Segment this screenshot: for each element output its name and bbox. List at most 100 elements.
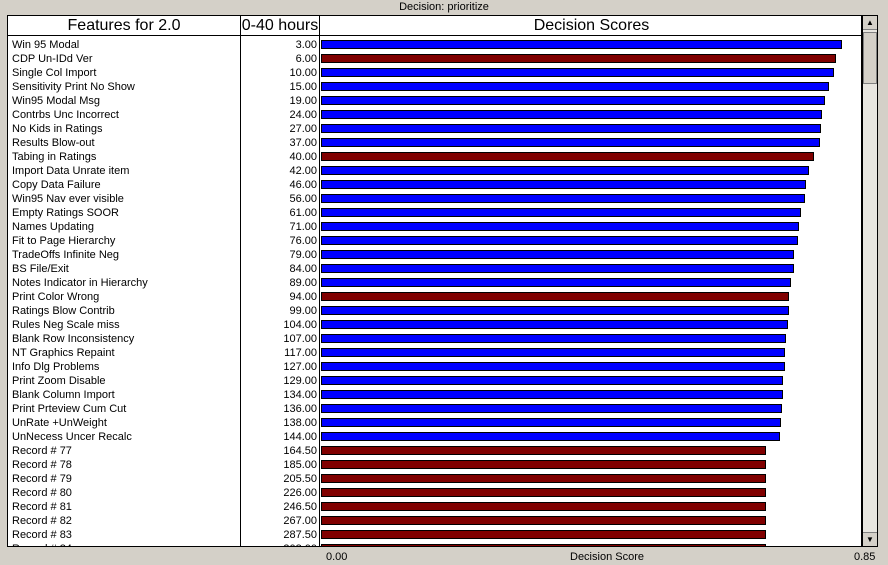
table-row[interactable]: Empty Ratings SOOR 61.00 bbox=[8, 206, 861, 220]
table-row[interactable]: No Kids in Ratings 27.00 bbox=[8, 122, 861, 136]
vertical-scrollbar[interactable]: ▲ ▼ bbox=[862, 15, 878, 547]
window-title: Decision: prioritize bbox=[399, 1, 489, 13]
table-row[interactable]: Info Dlg Problems 127.00 bbox=[8, 360, 861, 374]
table-row[interactable]: Record # 80 226.00 bbox=[8, 486, 861, 500]
table-row[interactable]: Record # 83 287.50 bbox=[8, 528, 861, 542]
table-row[interactable]: Print Prteview Cum Cut 136.00 bbox=[8, 402, 861, 416]
hours-value: 164.50 bbox=[283, 445, 317, 457]
score-bar bbox=[321, 152, 814, 161]
feature-name: Names Updating bbox=[12, 221, 94, 233]
table-row[interactable]: Print Color Wrong 94.00 bbox=[8, 290, 861, 304]
table-row[interactable]: Import Data Unrate item 42.00 bbox=[8, 164, 861, 178]
feature-name: Results Blow-out bbox=[12, 137, 95, 149]
table-row[interactable]: Copy Data Failure 46.00 bbox=[8, 178, 861, 192]
table-row[interactable]: Win95 Modal Msg 19.00 bbox=[8, 94, 861, 108]
x-tick-label-min: 0.00 bbox=[326, 551, 348, 563]
hours-column-header[interactable]: 0-40 hours bbox=[241, 16, 319, 36]
score-bar bbox=[321, 264, 794, 273]
table-row[interactable]: Results Blow-out 37.00 bbox=[8, 136, 861, 150]
decision-table: Features for 2.0 0-40 hours Decision Sco… bbox=[7, 15, 862, 547]
hours-value: 61.00 bbox=[289, 207, 317, 219]
score-bar bbox=[321, 208, 801, 217]
table-row[interactable]: Record # 82 267.00 bbox=[8, 514, 861, 528]
feature-name: Record # 78 bbox=[12, 459, 72, 471]
feature-name: No Kids in Ratings bbox=[12, 123, 103, 135]
feature-name: CDP Un-IDd Ver bbox=[12, 53, 93, 65]
hours-value: 99.00 bbox=[289, 305, 317, 317]
hours-value: 15.00 bbox=[289, 81, 317, 93]
table-row[interactable]: TradeOffs Infinite Neg 79.00 bbox=[8, 248, 861, 262]
table-row[interactable]: Fit to Page Hierarchy 76.00 bbox=[8, 234, 861, 248]
rows-container: Win 95 Modal 3.00 CDP Un-IDd Ver 6.00 Single… bbox=[8, 38, 861, 546]
table-row[interactable]: Win95 Nav ever visible 56.00 bbox=[8, 192, 861, 206]
score-bar bbox=[321, 320, 788, 329]
score-bar bbox=[321, 502, 766, 511]
hours-value: 56.00 bbox=[289, 193, 317, 205]
hours-value: 144.00 bbox=[283, 431, 317, 443]
table-row[interactable]: CDP Un-IDd Ver 6.00 bbox=[8, 52, 861, 66]
table-row[interactable]: UnRate +UnWeight 138.00 bbox=[8, 416, 861, 430]
feature-name: Win95 Nav ever visible bbox=[12, 193, 124, 205]
feature-name: Info Dlg Problems bbox=[12, 361, 100, 373]
score-bar bbox=[321, 124, 821, 133]
score-bar bbox=[321, 362, 785, 371]
feature-name: TradeOffs Infinite Neg bbox=[12, 249, 119, 261]
column-divider bbox=[240, 16, 241, 546]
table-row[interactable]: Print Zoom Disable 129.00 bbox=[8, 374, 861, 388]
score-bar bbox=[321, 446, 766, 455]
score-bar bbox=[321, 348, 785, 357]
table-row[interactable]: Single Col Import 10.00 bbox=[8, 66, 861, 80]
table-row[interactable]: Contrbs Unc Incorrect 24.00 bbox=[8, 108, 861, 122]
table-row[interactable]: Record # 84 308.00 bbox=[8, 542, 861, 546]
feature-name: Blank Row Inconsistency bbox=[12, 333, 135, 345]
table-row[interactable]: Names Updating 71.00 bbox=[8, 220, 861, 234]
feature-name: Record # 81 bbox=[12, 501, 72, 513]
score-bar bbox=[321, 544, 766, 546]
feature-name: Empty Ratings SOOR bbox=[12, 207, 119, 219]
table-row[interactable]: Sensitivity Print No Show 15.00 bbox=[8, 80, 861, 94]
feature-name: BS File/Exit bbox=[12, 263, 69, 275]
hours-value: 27.00 bbox=[289, 123, 317, 135]
scroll-thumb[interactable] bbox=[863, 32, 877, 84]
feature-name: Print Color Wrong bbox=[12, 291, 100, 303]
table-row[interactable]: Record # 79 205.50 bbox=[8, 472, 861, 486]
hours-value: 76.00 bbox=[289, 235, 317, 247]
score-bar bbox=[321, 68, 834, 77]
table-row[interactable]: Notes Indicator in Hierarchy 89.00 bbox=[8, 276, 861, 290]
table-row[interactable]: Blank Row Inconsistency 107.00 bbox=[8, 332, 861, 346]
score-bar bbox=[321, 180, 806, 189]
hours-value: 287.50 bbox=[283, 529, 317, 541]
feature-name: Notes Indicator in Hierarchy bbox=[12, 277, 148, 289]
table-row[interactable]: UnNecess Uncer Recalc 144.00 bbox=[8, 430, 861, 444]
scroll-up-button[interactable]: ▲ bbox=[863, 16, 877, 30]
table-row[interactable]: Rules Neg Scale miss 104.00 bbox=[8, 318, 861, 332]
table-row[interactable]: Record # 81 246.50 bbox=[8, 500, 861, 514]
feature-name: Record # 83 bbox=[12, 529, 72, 541]
hours-value: 138.00 bbox=[283, 417, 317, 429]
score-bar bbox=[321, 222, 799, 231]
table-row[interactable]: Win 95 Modal 3.00 bbox=[8, 38, 861, 52]
scroll-down-button[interactable]: ▼ bbox=[863, 532, 877, 546]
feature-name: Rules Neg Scale miss bbox=[12, 319, 120, 331]
hours-value: 127.00 bbox=[283, 361, 317, 373]
feature-name: Single Col Import bbox=[12, 67, 97, 79]
table-row[interactable]: Blank Column Import 134.00 bbox=[8, 388, 861, 402]
features-column-header[interactable]: Features for 2.0 bbox=[8, 16, 240, 36]
table-row[interactable]: NT Graphics Repaint 117.00 bbox=[8, 346, 861, 360]
table-row[interactable]: Record # 78 185.00 bbox=[8, 458, 861, 472]
feature-name: UnNecess Uncer Recalc bbox=[12, 431, 132, 443]
feature-name: NT Graphics Repaint bbox=[12, 347, 115, 359]
feature-name: Record # 77 bbox=[12, 445, 72, 457]
table-row[interactable]: Tabing in Ratings 40.00 bbox=[8, 150, 861, 164]
hours-value: 94.00 bbox=[289, 291, 317, 303]
score-bar bbox=[321, 404, 782, 413]
score-bar bbox=[321, 96, 825, 105]
feature-name: UnRate +UnWeight bbox=[12, 417, 107, 429]
table-row[interactable]: Ratings Blow Contrib 99.00 bbox=[8, 304, 861, 318]
score-bar bbox=[321, 418, 781, 427]
scores-column-header[interactable]: Decision Scores bbox=[320, 16, 861, 36]
hours-value: 6.00 bbox=[295, 53, 317, 65]
feature-name: Fit to Page Hierarchy bbox=[12, 235, 116, 247]
table-row[interactable]: BS File/Exit 84.00 bbox=[8, 262, 861, 276]
table-row[interactable]: Record # 77 164.50 bbox=[8, 444, 861, 458]
